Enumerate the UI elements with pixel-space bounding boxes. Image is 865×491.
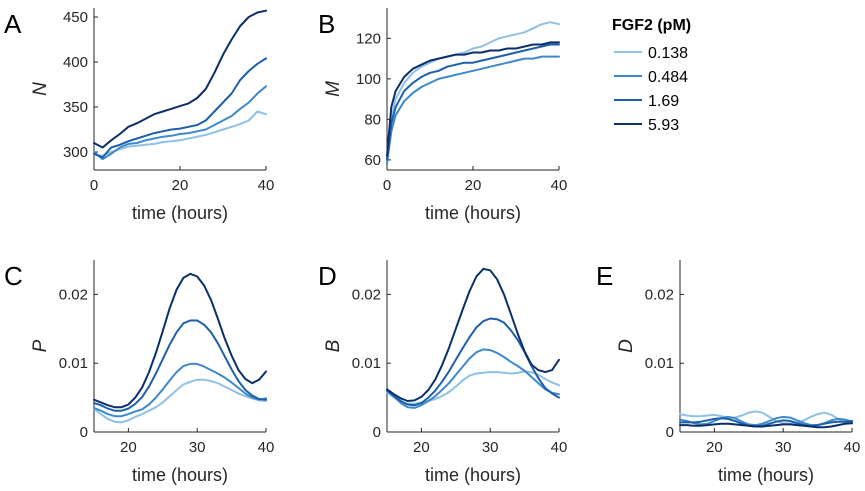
x-tick-label: 30 bbox=[775, 439, 792, 456]
x-tick-label: 20 bbox=[465, 177, 482, 194]
y-tick-label: 350 bbox=[63, 99, 88, 116]
y-tick-label: 0 bbox=[373, 424, 381, 441]
legend-entry-label: 0.138 bbox=[648, 45, 688, 62]
x-tick-label: 40 bbox=[258, 177, 275, 194]
x-tick-label: 0 bbox=[90, 177, 98, 194]
y-tick-label: 100 bbox=[356, 71, 381, 88]
x-tick-label: 40 bbox=[844, 439, 861, 456]
y-tick-label: 450 bbox=[63, 9, 88, 26]
series-line-1.69 bbox=[93, 319, 267, 412]
panel-e: 20 30 40 0 0.01 0.02 time (hours) D E bbox=[596, 260, 860, 485]
x-axis-label: time (hours) bbox=[425, 465, 521, 485]
y-tick-label: 0.01 bbox=[352, 355, 381, 372]
y-tick-label: 120 bbox=[356, 30, 381, 47]
y-tick-label: 0 bbox=[80, 424, 88, 441]
y-tick-label: 0.02 bbox=[59, 286, 88, 303]
series-line-1.69 bbox=[93, 57, 267, 159]
legend-entry-label: 1.69 bbox=[648, 93, 679, 110]
series-line-0.138 bbox=[93, 110, 267, 157]
y-axis-label: M bbox=[323, 81, 344, 97]
x-tick-label: 20 bbox=[172, 177, 189, 194]
panel-label: B bbox=[318, 9, 335, 39]
y-tick-label: 300 bbox=[63, 144, 88, 161]
panel-c: 20 30 40 0 0.01 0.02 time (hours) P C bbox=[4, 260, 274, 485]
y-tick-label: 80 bbox=[364, 111, 381, 128]
y-axis-label: D bbox=[616, 339, 637, 353]
x-axis-label: time (hours) bbox=[718, 465, 814, 485]
panel-d: 20 30 40 0 0.01 0.02 time (hours) B D bbox=[318, 260, 567, 485]
series-line-5.93 bbox=[93, 272, 267, 409]
y-tick-label: 0.02 bbox=[645, 286, 674, 303]
series-line-1.69 bbox=[386, 317, 560, 407]
x-tick-label: 40 bbox=[551, 177, 568, 194]
x-tick-label: 30 bbox=[189, 439, 206, 456]
series-line-5.93 bbox=[93, 9, 267, 149]
panel-b: 0 20 40 60 80 100 120 time (hours) M B bbox=[318, 8, 567, 223]
series-line-0.484 bbox=[386, 55, 560, 165]
legend: FGF2 (pM) 0.138 0.484 1.69 5.93 bbox=[612, 17, 691, 134]
y-tick-label: 0.01 bbox=[645, 355, 674, 372]
panel-label: E bbox=[596, 261, 613, 291]
x-axis-label: time (hours) bbox=[132, 465, 228, 485]
y-tick-label: 0.01 bbox=[59, 355, 88, 372]
panel-a: 0 20 40 300 350 400 450 time (hours) N A bbox=[4, 8, 274, 223]
series-line-0.138 bbox=[93, 378, 267, 424]
series-line-1.69 bbox=[386, 43, 560, 161]
series-line-5.93 bbox=[679, 422, 853, 429]
y-tick-label: 60 bbox=[364, 152, 381, 169]
series-line-0.484 bbox=[93, 85, 267, 161]
x-tick-label: 30 bbox=[482, 439, 499, 456]
x-tick-label: 20 bbox=[120, 439, 137, 456]
x-tick-label: 40 bbox=[551, 439, 568, 456]
panel-label: C bbox=[4, 261, 23, 291]
series-line-0.138 bbox=[386, 370, 560, 405]
series-line-0.138 bbox=[679, 410, 853, 425]
y-axis-label: B bbox=[323, 339, 344, 352]
series-line-0.484 bbox=[93, 362, 267, 418]
y-tick-label: 0.02 bbox=[352, 286, 381, 303]
series-line-0.138 bbox=[386, 21, 560, 161]
x-tick-label: 20 bbox=[706, 439, 723, 456]
x-axis-label: time (hours) bbox=[132, 203, 228, 223]
y-tick-label: 0 bbox=[666, 424, 674, 441]
x-tick-label: 0 bbox=[383, 177, 391, 194]
x-tick-label: 40 bbox=[258, 439, 275, 456]
panel-label: A bbox=[4, 9, 22, 39]
panel-label: D bbox=[318, 261, 337, 291]
legend-entry-label: 0.484 bbox=[648, 69, 688, 86]
legend-title: FGF2 (pM) bbox=[612, 17, 691, 34]
series-line-1.69 bbox=[679, 417, 853, 428]
series-line-0.484 bbox=[386, 348, 560, 409]
x-tick-label: 20 bbox=[413, 439, 430, 456]
legend-entry-label: 5.93 bbox=[648, 117, 679, 134]
y-tick-label: 400 bbox=[63, 54, 88, 71]
series-line-5.93 bbox=[386, 41, 560, 157]
series-line-5.93 bbox=[386, 267, 560, 402]
x-axis-label: time (hours) bbox=[425, 203, 521, 223]
y-axis-label: N bbox=[30, 82, 51, 96]
y-axis-label: P bbox=[30, 339, 51, 352]
